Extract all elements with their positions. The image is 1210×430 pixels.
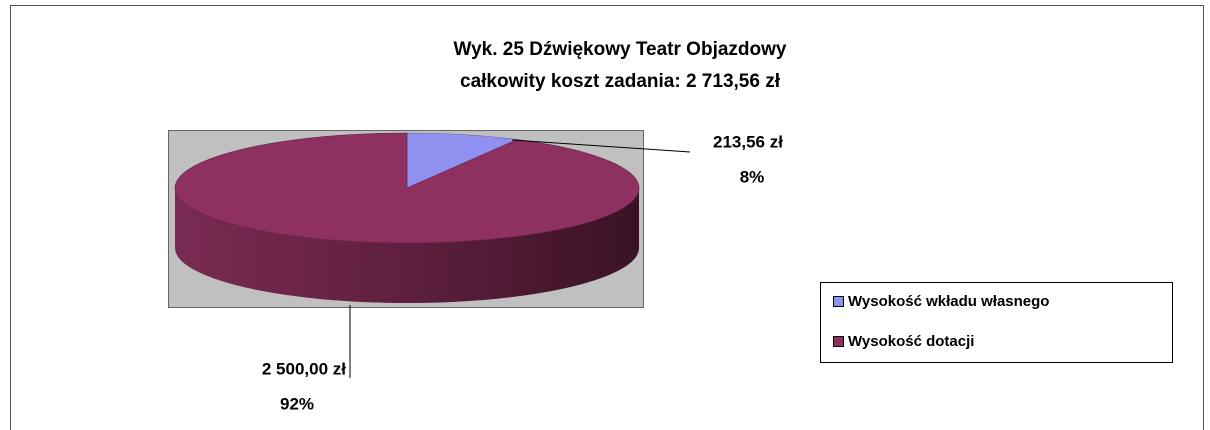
chart-title: Wyk. 25 Dźwiękowy Teatr Objazdowy: [454, 39, 787, 60]
percent-label: 8%: [740, 167, 765, 186]
frame: [10, 5, 1204, 430]
legend-swatch: [833, 336, 844, 347]
pie-slice: [406, 132, 519, 189]
percent-label: 92%: [280, 394, 314, 413]
legend-label: Wysokość wkładu własnego: [848, 293, 1049, 310]
pie-slice: [174, 132, 640, 244]
pie-side: [175, 188, 639, 303]
legend-label: Wysokość dotacji: [848, 333, 974, 350]
chart-subtitle: całkowity koszt zadania: 2 713,56 zł: [460, 71, 781, 92]
leader-line: [511, 139, 691, 153]
legend: [820, 282, 1173, 363]
value-label: 213,56 zł: [713, 132, 783, 151]
value-label: 2 500,00 zł: [262, 359, 346, 378]
legend-swatch: [833, 296, 844, 307]
